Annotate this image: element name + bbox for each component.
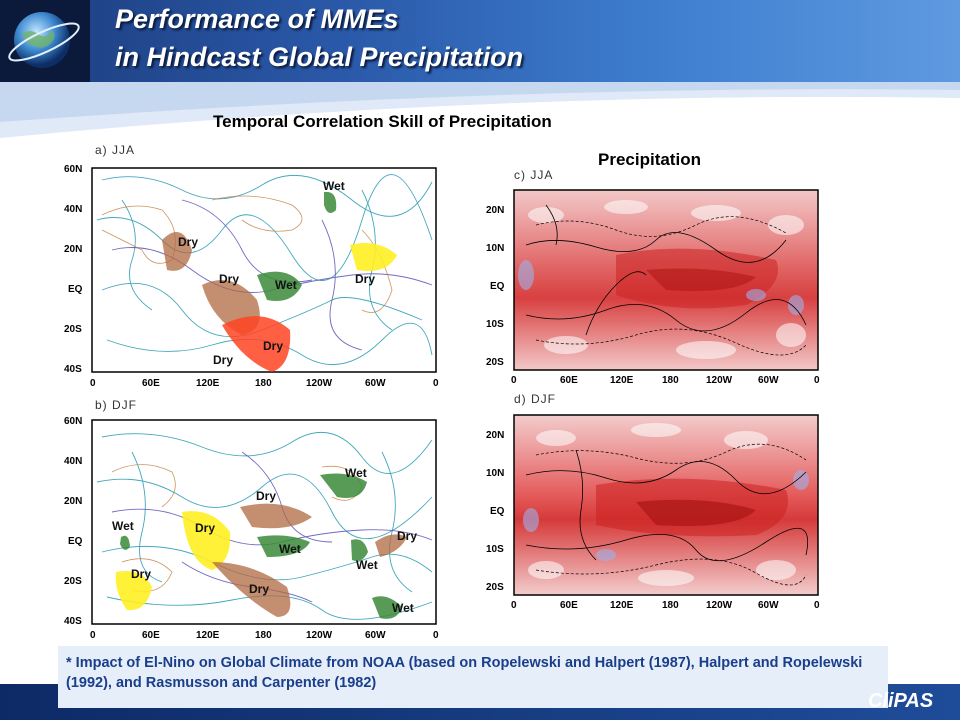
panel-b-label: b) DJF <box>95 398 137 412</box>
map-d-lon-ticks: 0 60E 120E 180 120W 60W 0 <box>511 600 820 611</box>
map-d-lat-ticks: 20N 10N EQ 10S 20S <box>486 430 505 593</box>
lon-tick: 60E <box>560 375 578 386</box>
map-b-lon-ticks: 0 60E 120E 180 120W 60W 0 <box>90 630 439 641</box>
lon-tick: 60W <box>365 630 386 641</box>
lon-tick: 120W <box>706 600 733 611</box>
lat-tick: 10S <box>486 319 504 330</box>
panel-c-label: c) JJA <box>514 168 554 182</box>
map-c-lon-ticks: 0 60E 120E 180 120W 60W 0 <box>511 375 820 386</box>
lat-tick: EQ <box>490 506 505 517</box>
region-label-wet: Wet <box>275 278 297 292</box>
map-c-jja: 20N 10N EQ 10S 20S 0 60E 120E 180 120W 60W 0 <box>486 189 820 386</box>
region-label-dry: Dry <box>397 529 418 543</box>
lat-tick: 20S <box>64 324 82 335</box>
lat-tick: 40S <box>64 616 82 627</box>
lon-tick: 0 <box>511 600 517 611</box>
map-b-lat-ticks: 60N 40N 20N EQ 20S 40S <box>64 416 83 627</box>
lon-tick: 60E <box>560 600 578 611</box>
map-d-djf: 20N 10N EQ 10S 20S 0 60E 120E 180 120W 60W 0 <box>486 414 820 611</box>
lon-tick: 180 <box>662 375 679 386</box>
lon-tick: 180 <box>255 630 272 641</box>
map-a-lat-ticks: 60N 40N 20N EQ 20S 40S <box>64 164 83 375</box>
lon-tick: 120E <box>610 600 634 611</box>
region-label-wet: Wet <box>356 558 378 572</box>
lon-tick: 120E <box>610 375 634 386</box>
lon-tick: 0 <box>433 630 439 641</box>
map-a-lon-ticks: 0 60E 120E 180 120W 60W 0 <box>90 378 439 389</box>
lon-tick: 120W <box>306 378 333 389</box>
map-b-djf: 60N 40N 20N EQ 20S 40S 0 60E 120E 180 120W 60W 0 <box>64 416 439 641</box>
lat-tick: 10S <box>486 544 504 555</box>
lat-tick: 40S <box>64 364 82 375</box>
region-label-dry: Dry <box>195 521 216 535</box>
lat-tick: 60N <box>64 164 82 175</box>
lat-tick: 20N <box>486 205 504 216</box>
lon-tick: 180 <box>255 378 272 389</box>
header-bar <box>0 0 960 82</box>
map-c-lat-ticks: 20N 10N EQ 10S 20S <box>486 205 505 368</box>
lon-tick: 180 <box>662 600 679 611</box>
lat-tick: 40N <box>64 204 82 215</box>
lon-tick: 120E <box>196 630 220 641</box>
region-label-wet: Wet <box>112 519 134 533</box>
lon-tick: 0 <box>814 600 820 611</box>
lon-tick: 0 <box>511 375 517 386</box>
lon-tick: 60E <box>142 630 160 641</box>
region-label-wet: Wet <box>392 601 414 615</box>
lat-tick: 20S <box>486 582 504 593</box>
lon-tick: 60W <box>365 378 386 389</box>
lat-tick: EQ <box>490 281 505 292</box>
region-label-wet: Wet <box>345 466 367 480</box>
main-title: Temporal Correlation Skill of Precipitat… <box>213 112 552 131</box>
lat-tick: EQ <box>68 536 83 547</box>
region-label-dry: Dry <box>263 339 284 353</box>
lat-tick: 60N <box>64 416 82 427</box>
lat-tick: 10N <box>486 468 504 479</box>
lat-tick: 20S <box>486 357 504 368</box>
lon-tick: 60W <box>758 600 779 611</box>
lon-tick: 60W <box>758 375 779 386</box>
lat-tick: EQ <box>68 284 83 295</box>
lon-tick: 60E <box>142 378 160 389</box>
globe-icon <box>8 12 80 68</box>
region-label-dry: Dry <box>178 235 199 249</box>
page-title-line2: in Hindcast Global Precipitation <box>115 42 524 72</box>
panel-d-label: d) DJF <box>514 392 556 406</box>
lat-tick: 20N <box>64 496 82 507</box>
region-label-wet: Wet <box>279 542 301 556</box>
lat-tick: 20N <box>486 430 504 441</box>
lat-tick: 20S <box>64 576 82 587</box>
region-label-dry: Dry <box>249 582 270 596</box>
lon-tick: 0 <box>90 378 96 389</box>
region-label-dry: Dry <box>355 272 376 286</box>
region-label-dry: Dry <box>131 567 152 581</box>
precipitation-title: Precipitation <box>598 150 701 169</box>
header-swoosh <box>0 82 960 138</box>
lat-tick: 40N <box>64 456 82 467</box>
region-label-wet: Wet <box>323 179 345 193</box>
region-label-dry: Dry <box>256 489 277 503</box>
lon-tick: 120W <box>706 375 733 386</box>
page-title-line1: Performance of MMEs <box>115 4 399 34</box>
region-label-dry: Dry <box>219 272 240 286</box>
map-a-jja: 60N 40N 20N EQ 20S 40S 0 60E 120E 180 120W 60W 0 <box>64 164 439 389</box>
lat-tick: 10N <box>486 243 504 254</box>
footnote-text: * Impact of El-Nino on Global Climate fr… <box>66 655 863 691</box>
brand-logo: CliPAS <box>868 690 934 712</box>
lon-tick: 120W <box>306 630 333 641</box>
region-label-dry: Dry <box>213 353 234 367</box>
lon-tick: 0 <box>814 375 820 386</box>
panel-a-label: a) JJA <box>95 143 136 157</box>
lon-tick: 0 <box>433 378 439 389</box>
globe-logo <box>0 0 90 82</box>
lat-tick: 20N <box>64 244 82 255</box>
lon-tick: 0 <box>90 630 96 641</box>
lon-tick: 120E <box>196 378 220 389</box>
footnote-box <box>58 646 888 708</box>
